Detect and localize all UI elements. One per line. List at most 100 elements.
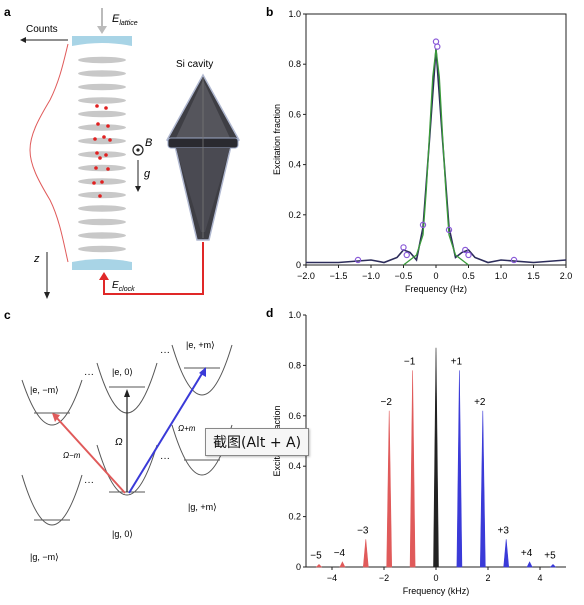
peak-bar [456,370,463,568]
y-tick-label: 0.4 [288,160,301,170]
blue-sideband-arrow [128,371,204,494]
peak-bar [386,410,393,568]
peak-label: −3 [357,525,369,536]
lattice-site [78,245,126,253]
lattice-site [78,164,126,172]
x-tick-label: 1.5 [527,271,540,281]
state-e-zero: |e, 0⟩ [112,367,133,377]
atom [95,104,99,108]
atom [98,194,102,198]
dots-1: ··· [84,369,94,380]
y-tick-label: 1.0 [288,310,301,320]
peak-bar [549,564,557,568]
x-axis-label: Frequency (Hz) [405,284,467,294]
x-axis-label: Frequency (kHz) [403,586,470,596]
x-tick-label: −1.5 [330,271,348,281]
y-tick-label: 0.6 [288,109,301,119]
si-cavity [166,73,240,241]
x-tick-label: −0.5 [395,271,413,281]
dots-4: ··· [160,453,170,464]
atom [94,166,98,170]
dots-3: ··· [84,477,94,488]
e-lattice-label: Elattice [112,13,138,27]
panel-c: c |e, −m⟩ |e, 0⟩ |e, +m⟩ |g, −m⟩ |g, 0⟩ … [4,308,233,562]
atom [100,180,104,184]
x-tick-label: 0 [433,573,438,583]
lattice-site [78,83,126,91]
atom [93,137,97,141]
lattice-site [78,124,126,131]
series-line-0 [306,49,567,264]
lattice-site [78,56,126,64]
x-tick-label: −4 [327,573,337,583]
peak-label: −5 [310,550,322,561]
peak-label: +1 [451,356,463,367]
atom [95,151,99,155]
y-tick-label: 1.0 [288,9,301,19]
counts-profile [29,43,69,263]
lattice-site [78,97,126,104]
lattice-site [78,191,126,199]
state-g-plus: |g, +m⟩ [188,502,217,512]
peak-label: +4 [521,548,533,559]
data-point [510,256,518,264]
y-tick-label: 0.8 [288,59,301,69]
x-tick-label: 2.0 [560,271,573,281]
x-tick-label: 0.5 [462,271,475,281]
x-tick-label: 4 [537,573,542,583]
data-point [462,246,469,254]
data-point [434,43,441,50]
top-mirror [72,36,132,46]
omega-plus-label: Ω+m [178,424,196,433]
y-tick-label: 0 [296,562,301,572]
bottom-mirror [72,259,132,270]
data-point [445,226,453,234]
data-point [465,251,472,259]
y-axis-label: Excitation fraction [272,104,282,175]
atoms [92,104,112,198]
well-e-minus [21,379,83,426]
peak-bar [362,539,369,568]
atom [96,122,100,126]
atom [104,153,108,157]
red-sideband-arrow [55,416,126,494]
lattice-site [78,137,126,145]
peak-bar [479,410,486,568]
panel-d-label: d [266,306,273,320]
data-point [400,244,407,251]
atom [102,135,106,139]
peak-bar [339,561,346,568]
x-tick-label: 1.0 [495,271,508,281]
x-tick-label: −2.0 [297,271,315,281]
peak-label: −4 [334,548,346,559]
peak-bar [315,564,323,568]
peak-label: +3 [497,525,509,536]
y-tick-label: 0.8 [288,360,301,370]
lattice-site [78,70,126,77]
peak-label: +2 [474,397,486,408]
state-e-plus: |e, +m⟩ [186,340,215,350]
x-tick-label: 2 [485,573,490,583]
peak-label: +5 [544,550,556,561]
lattice-site [78,110,126,118]
screenshot-tooltip: 截图(Alt + A) [205,428,310,456]
x-tick-label: 0 [433,271,438,281]
data-point [419,221,427,229]
y-tick-label: 0.2 [288,512,301,522]
y-tick-label: 0.6 [288,411,301,421]
x-tick-label: −1.0 [362,271,380,281]
z-label: z [33,253,40,265]
omega-minus-label: Ω−m [63,451,81,460]
omega-label: Ω [115,437,123,448]
dots-2: ··· [160,347,170,358]
well-e-plus [171,344,233,396]
b-field-label: B [145,137,152,149]
peak-label: −2 [380,397,392,408]
atom [92,181,96,185]
atom [106,124,110,128]
atom [106,167,110,171]
clock-laser-path [103,242,204,295]
b-field-icon [132,144,144,156]
atom [98,156,102,160]
